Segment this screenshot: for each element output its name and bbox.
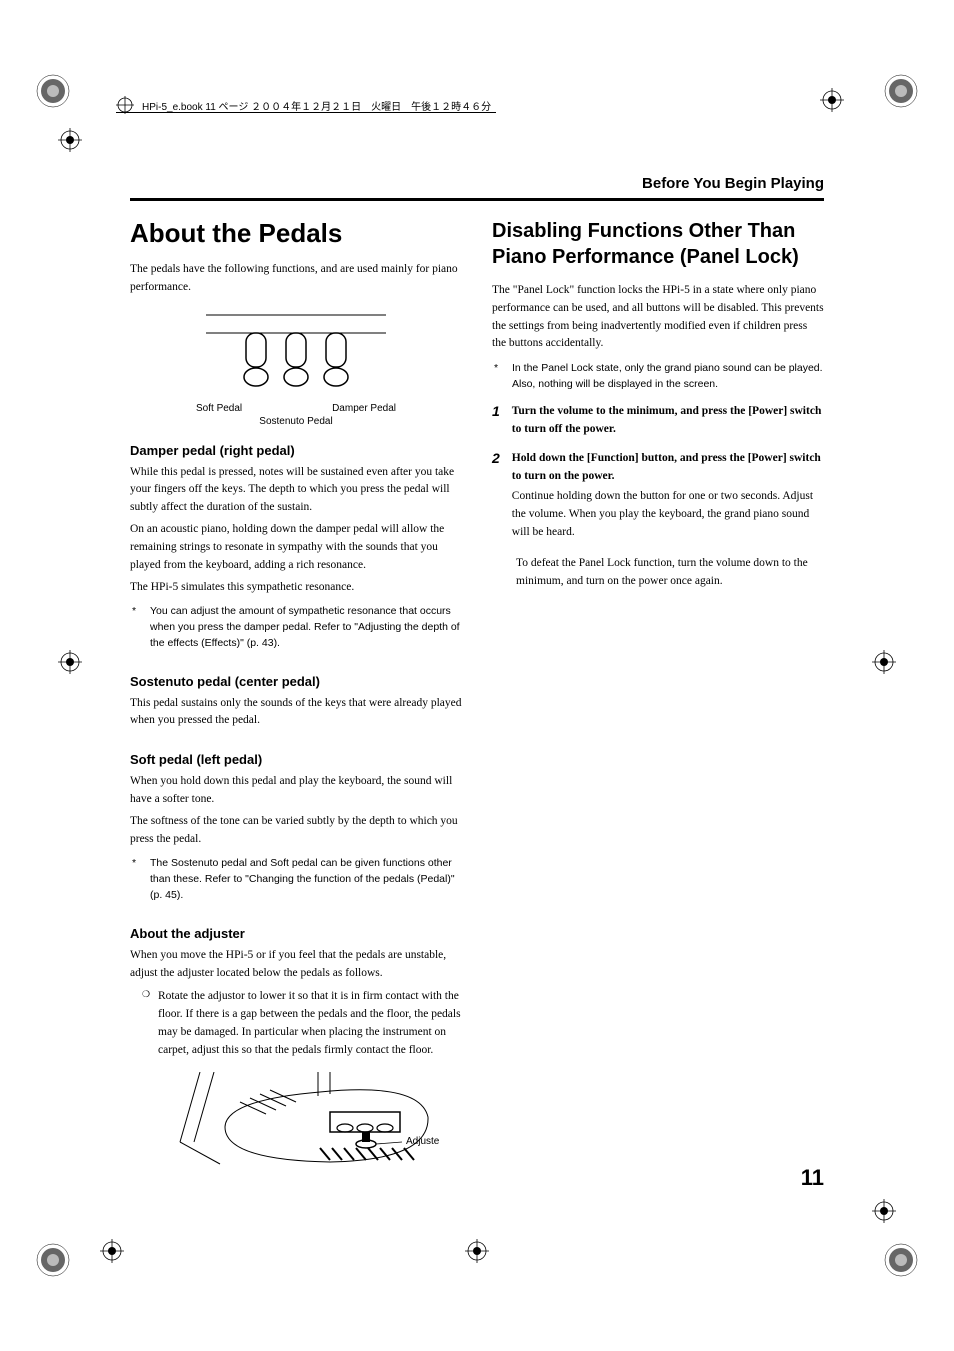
right-column: Disabling Functions Other Than Piano Per… — [492, 218, 824, 1177]
pedal-diagram: Soft Pedal Damper Pedal Sostenuto Pedal — [196, 309, 396, 427]
step-1: 1 Turn the volume to the minimum, and pr… — [492, 403, 824, 441]
pedal-label-right: Damper Pedal — [332, 403, 396, 414]
right-closing: To defeat the Panel Lock function, turn … — [492, 555, 824, 591]
corner-mark-br — [884, 1243, 918, 1277]
header-rule — [116, 112, 496, 113]
soft-p2: The softness of the tone can be varied s… — [130, 813, 462, 849]
registration-mark — [465, 1239, 489, 1263]
left-column: About the Pedals The pedals have the fol… — [130, 218, 462, 1177]
step-2-text: Continue holding down the button for one… — [512, 488, 824, 541]
pedal-label-left: Soft Pedal — [196, 403, 242, 414]
step-2-title: Hold down the [Function] button, and pre… — [512, 450, 824, 486]
right-intro: The "Panel Lock" function locks the HPi-… — [492, 282, 824, 353]
damper-title: Damper pedal (right pedal) — [130, 443, 462, 458]
adjuster-p1: When you move the HPi-5 or if you feel t… — [130, 947, 462, 983]
right-note: In the Panel Lock state, only the grand … — [492, 361, 824, 393]
page-number: 11 — [801, 1165, 824, 1191]
step-2: 2 Hold down the [Function] button, and p… — [492, 450, 824, 541]
damper-p2: On an acoustic piano, holding down the d… — [130, 521, 462, 574]
damper-p1: While this pedal is pressed, notes will … — [130, 464, 462, 517]
corner-mark-tr — [884, 74, 918, 108]
corner-mark-tl — [36, 74, 70, 108]
pedal-label-center: Sostenuto Pedal — [196, 416, 396, 427]
right-h2: Disabling Functions Other Than Piano Per… — [492, 218, 824, 270]
damper-p3: The HPi-5 simulates this sympathetic res… — [130, 579, 462, 597]
adjuster-label: Adjuster — [406, 1136, 440, 1147]
header-text: HPi-5_e.book 11 ページ ２００４年１２月２１日 火曜日 午後１２… — [142, 98, 491, 113]
sostenuto-title: Sostenuto pedal (center pedal) — [130, 674, 462, 689]
registration-mark — [872, 1199, 896, 1223]
soft-note: The Sostenuto pedal and Soft pedal can b… — [130, 856, 462, 903]
damper-note: You can adjust the amount of sympathetic… — [130, 604, 462, 651]
step-1-num: 1 — [492, 403, 500, 441]
left-h1: About the Pedals — [130, 218, 462, 249]
registration-mark — [872, 650, 896, 674]
step-1-title: Turn the volume to the minimum, and pres… — [512, 403, 824, 439]
soft-title: Soft pedal (left pedal) — [130, 752, 462, 767]
registration-mark — [100, 1239, 124, 1263]
soft-p1: When you hold down this pedal and play t… — [130, 773, 462, 809]
section-header: Before You Begin Playing — [130, 175, 824, 201]
registration-mark — [58, 128, 82, 152]
corner-mark-bl — [36, 1243, 70, 1277]
sostenuto-p1: This pedal sustains only the sounds of t… — [130, 695, 462, 731]
registration-mark — [58, 650, 82, 674]
adjuster-diagram: Adjuster — [170, 1072, 440, 1177]
registration-mark — [820, 88, 844, 112]
adjuster-bullet: Rotate the adjustor to lower it so that … — [130, 988, 462, 1059]
left-intro: The pedals have the following functions,… — [130, 261, 462, 297]
step-2-num: 2 — [492, 450, 500, 541]
adjuster-title: About the adjuster — [130, 926, 462, 941]
